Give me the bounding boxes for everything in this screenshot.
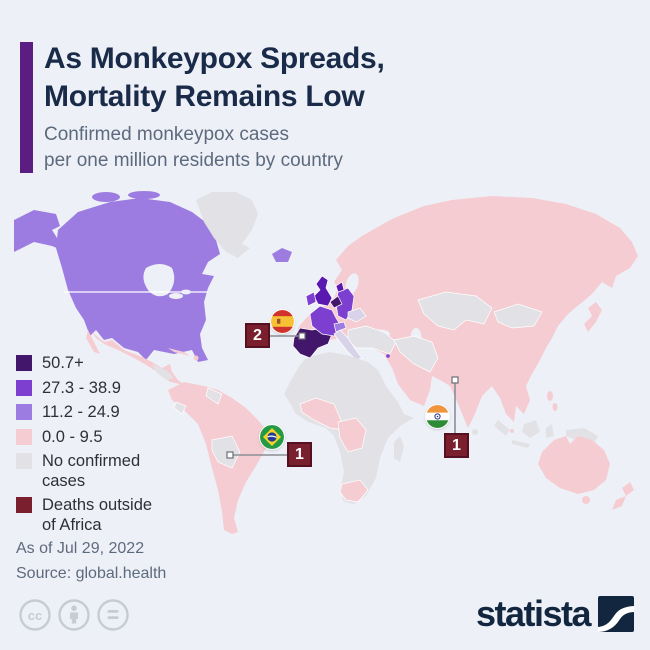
map-region-sri-lanka [472, 429, 478, 435]
legend-swatch [16, 453, 32, 469]
map-region-greenland [196, 192, 258, 258]
license-icons: cc [19, 599, 129, 631]
map-legend: 50.7+ 27.3 - 38.9 11.2 - 24.9 0.0 - 9.5 … [16, 354, 164, 535]
map-region-iran-iraq [393, 335, 439, 373]
map-region-hispaniola [193, 355, 199, 361]
map-region-philippines [547, 391, 553, 401]
legend-swatch [16, 379, 32, 396]
map-region-austria-czech [347, 307, 367, 323]
as-of-date: As of Jul 29, 2022 [16, 540, 145, 557]
map-region-madagascar [394, 436, 404, 462]
legend-swatch [16, 497, 32, 513]
spain-deaths-badge: 2 [245, 323, 270, 348]
page-title: As Monkeypox Spreads, Mortality Remains … [44, 40, 385, 116]
legend-swatch [16, 428, 32, 445]
legend-item-50-plus: 50.7+ [16, 354, 164, 374]
great-lakes [169, 293, 183, 299]
legend-swatch [16, 404, 32, 420]
map-region-israel [386, 354, 390, 358]
map-region-new-zealand [612, 496, 626, 510]
legend-item-11-24: 11.2 - 24.9 [16, 403, 164, 423]
map-region-mongolia [493, 303, 543, 329]
brazil-flag-icon [260, 425, 284, 449]
map-region-cuba [168, 348, 190, 356]
title-line-1: As Monkeypox Spreads, [44, 42, 385, 75]
map-region-australia [538, 436, 610, 494]
subtitle-line-1: Confirmed monkeypox cases [44, 124, 289, 145]
map-region-central-america [152, 364, 174, 380]
footer-notes: As of Jul 29, 2022 Source: global.health [16, 536, 166, 586]
great-lakes [181, 289, 191, 295]
map-region-tasmania [582, 496, 590, 504]
hudson-bay [143, 264, 175, 297]
legend-label: 27.3 - 38.9 [42, 378, 121, 397]
svg-text:cc: cc [28, 608, 42, 623]
legend-item-no-cases: No confirmed cases [16, 452, 164, 491]
cc-attribution-icon[interactable] [58, 599, 90, 631]
india-deaths-badge: 1 [444, 433, 469, 458]
legend-label: 50.7+ [42, 354, 84, 372]
map-region-sumatra [494, 420, 510, 436]
india-flag-icon [426, 405, 449, 428]
map-region-new-zealand [622, 482, 634, 496]
map-region-switzerland [333, 321, 347, 333]
map-region-canada-usa [56, 198, 220, 362]
legend-item-deaths: Deaths outside of Africa [16, 496, 164, 535]
title-line-2: Mortality Remains Low [44, 80, 365, 113]
map-region-singapore [510, 429, 514, 433]
map-region-central-asia [417, 291, 493, 331]
world-map [14, 191, 638, 534]
statista-logo-text: statista [475, 593, 592, 634]
map-region-ecuador [173, 401, 187, 415]
map-region-benelux [329, 295, 343, 309]
map-region-philippines [552, 403, 558, 411]
spain-deaths-value: 2 [253, 326, 262, 344]
map-region-sulawesi [546, 424, 554, 438]
map-region-japan [584, 302, 602, 332]
map-region-baja [86, 330, 100, 354]
cc-equals-icon[interactable] [97, 599, 129, 631]
map-region-java [512, 440, 530, 448]
legend-swatch [16, 355, 32, 371]
spain-flag-icon [271, 310, 294, 333]
map-region-borneo [522, 420, 540, 438]
map-region-ireland [305, 291, 317, 307]
legend-label: No confirmed cases [42, 452, 141, 490]
map-region-arctic-island [92, 192, 120, 202]
chart-subtitle: Confirmed monkeypox cases per one millio… [44, 122, 343, 174]
brazil-deaths-value: 1 [295, 445, 304, 463]
map-region-bolivia-paraguay [211, 435, 241, 469]
subtitle-line-2: per one million residents by country [44, 150, 343, 171]
legend-item-0-9: 0.0 - 9.5 [16, 428, 164, 448]
map-region-iceland [272, 248, 292, 262]
statista-logo-mark [598, 596, 634, 632]
cc-license-icon[interactable]: cc [19, 599, 51, 631]
brazil-deaths-badge: 1 [287, 442, 312, 467]
map-region-alaska [14, 210, 66, 252]
legend-label: Deaths outside of Africa [42, 496, 153, 534]
map-region-uk [313, 275, 333, 307]
statista-logo[interactable]: statista [476, 596, 634, 632]
source-note: Source: global.health [16, 565, 167, 582]
map-region-arctic-island [128, 191, 160, 199]
india-deaths-value: 1 [452, 436, 461, 454]
legend-label: 11.2 - 24.9 [42, 403, 120, 421]
legend-label: 0.0 - 9.5 [42, 427, 103, 446]
map-region-guyanas [205, 387, 223, 405]
map-region-south-africa [339, 479, 369, 503]
map-region-drc [337, 417, 367, 453]
legend-item-27-38: 27.3 - 38.9 [16, 379, 164, 399]
accent-bar [20, 42, 33, 173]
map-region-denmark [335, 281, 345, 293]
